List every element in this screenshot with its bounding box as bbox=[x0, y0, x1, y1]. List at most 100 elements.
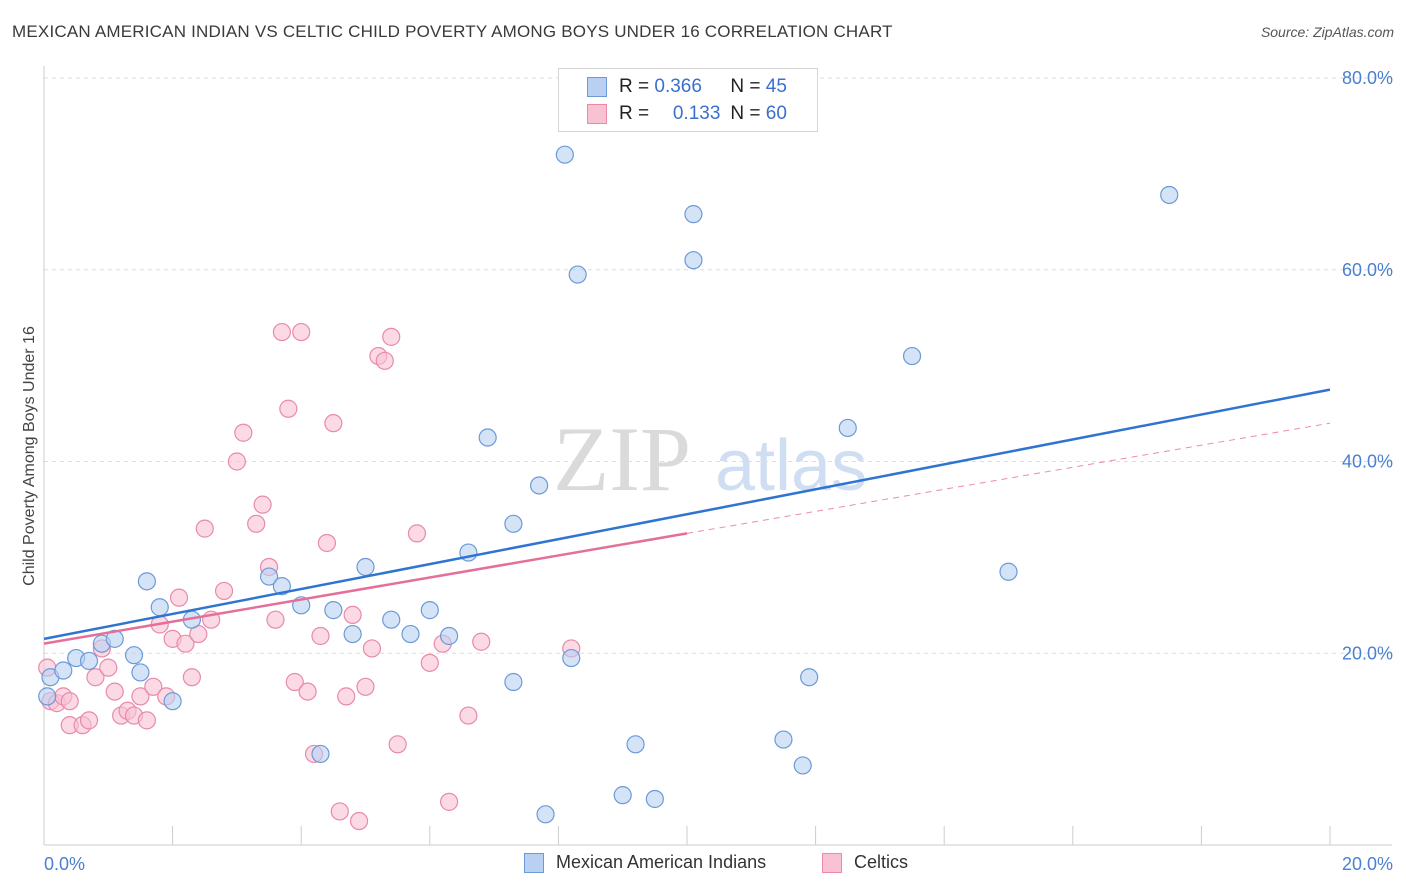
celtics-point bbox=[298, 682, 317, 701]
mexican-american-indians-point bbox=[163, 692, 182, 711]
celtics-point bbox=[60, 692, 79, 711]
legend-r-value: 0.366 bbox=[654, 76, 702, 97]
mexican-american-indians-point bbox=[356, 557, 375, 577]
celtics-point bbox=[472, 632, 491, 651]
trendlines bbox=[43, 388, 1331, 645]
celtics-point bbox=[176, 634, 195, 653]
mexican-american-indians-point bbox=[562, 648, 581, 668]
celtics-point bbox=[253, 495, 272, 514]
legend-row-celtics: R = 0.133 N = 60 bbox=[587, 101, 787, 127]
celtics-point bbox=[362, 639, 382, 658]
mexican-american-indians-point bbox=[38, 687, 57, 706]
y-tick-label: 60.0% bbox=[1342, 260, 1393, 280]
mexican-american-indians-point bbox=[504, 672, 523, 692]
mexican-american-indians-point bbox=[478, 428, 497, 447]
trendline-celtics-extrapolated bbox=[686, 422, 1331, 534]
legend-swatch-blue bbox=[587, 77, 607, 97]
trendline-celtics bbox=[43, 532, 688, 645]
mexican-american-indians-point bbox=[259, 567, 279, 586]
mexican-american-indians-point bbox=[79, 651, 99, 671]
y-tick-label: 80.0% bbox=[1342, 68, 1393, 88]
legend-n-value: 45 bbox=[765, 76, 787, 97]
chart-title: MEXICAN AMERICAN INDIAN VS CELTIC CHILD … bbox=[12, 22, 893, 41]
mexican-american-indians-point bbox=[124, 646, 144, 665]
celtics-point bbox=[439, 792, 459, 811]
y-axis-label: Child Poverty Among Boys Under 16 bbox=[21, 326, 38, 586]
mexican-american-indians-point bbox=[324, 601, 343, 620]
trendline-mexican-american-indians bbox=[43, 388, 1331, 641]
watermark: ZIP atlas bbox=[553, 408, 867, 510]
celtics-point bbox=[131, 687, 150, 706]
x-tick-label: 20.0% bbox=[1342, 854, 1393, 874]
mexican-american-indians-point bbox=[613, 786, 632, 805]
mexican-american-indians-point bbox=[131, 663, 150, 682]
bottom-legend-item-mexican-american-indians: Mexican American Indians bbox=[524, 852, 766, 873]
legend-n-value: 60 bbox=[765, 103, 787, 124]
mexican-american-indians-point bbox=[684, 205, 703, 224]
legend-swatch-pink bbox=[587, 104, 607, 124]
bottom-legend-label: Celtics bbox=[854, 852, 909, 872]
bottom-legend-swatch-pink bbox=[822, 852, 842, 873]
celtics-point bbox=[234, 423, 253, 442]
celtics-point bbox=[227, 452, 246, 471]
mexican-american-indians-point bbox=[800, 668, 819, 687]
legend-n-label: N = bbox=[730, 103, 761, 124]
celtics-point bbox=[247, 514, 266, 533]
source-label: Source: ZipAtlas.com bbox=[1260, 24, 1394, 40]
celtics-point bbox=[86, 668, 105, 687]
mexican-american-indians-point bbox=[420, 601, 439, 620]
y-tick-label: 40.0% bbox=[1342, 452, 1393, 472]
mexican-american-indians-point bbox=[626, 735, 645, 754]
celtics-point bbox=[272, 322, 292, 342]
celtics-point bbox=[79, 711, 99, 730]
celtics-point bbox=[311, 626, 330, 646]
series-celtics bbox=[38, 322, 581, 831]
celtics-point bbox=[420, 653, 439, 672]
mexican-american-indians-point bbox=[568, 265, 587, 284]
celtics-point bbox=[375, 351, 394, 370]
celtics-point bbox=[99, 658, 118, 677]
celtics-point bbox=[324, 414, 343, 433]
legend: R = 0.366 N = 45 R = 0.133 N = 60 bbox=[558, 68, 818, 132]
mexican-american-indians-point bbox=[150, 598, 169, 617]
gridlines bbox=[44, 77, 1392, 654]
x-tick-label: 0.0% bbox=[44, 854, 85, 874]
mexican-american-indians-point bbox=[1160, 185, 1179, 205]
celtics-point bbox=[388, 735, 407, 754]
celtics-point bbox=[292, 322, 311, 342]
axes bbox=[43, 66, 1392, 846]
mexican-american-indians-point bbox=[439, 626, 459, 646]
y-tick-label: 20.0% bbox=[1342, 643, 1393, 663]
celtics-point bbox=[279, 399, 298, 418]
mexican-american-indians-point bbox=[272, 577, 292, 596]
mexican-american-indians-point bbox=[382, 610, 401, 629]
celtics-point bbox=[105, 682, 124, 701]
mexican-american-indians-point bbox=[774, 730, 793, 749]
mexican-american-indians-point bbox=[137, 572, 156, 591]
bottom-legend-swatch-blue bbox=[524, 852, 544, 873]
mexican-american-indians-point bbox=[401, 624, 420, 644]
celtics-point bbox=[382, 327, 401, 346]
celtics-point bbox=[285, 672, 304, 692]
mexican-american-indians-point bbox=[645, 789, 664, 809]
mexican-american-indians-point bbox=[793, 756, 812, 775]
celtics-point bbox=[459, 706, 478, 725]
mexican-american-indians-point bbox=[684, 251, 703, 270]
mexican-american-indians-point bbox=[555, 145, 574, 164]
tick-labels: 20.0% 40.0% 60.0% 80.0% 0.0% 20.0% bbox=[44, 68, 1393, 874]
celtics-point bbox=[144, 677, 163, 696]
celtics-point bbox=[137, 711, 156, 730]
legend-r-label: R = bbox=[619, 76, 650, 97]
mexican-american-indians-point bbox=[504, 514, 523, 533]
legend-n-label: N = bbox=[730, 76, 761, 97]
celtics-point bbox=[343, 605, 362, 625]
celtics-point bbox=[356, 677, 375, 696]
bottom-legend-item-celtics: Celtics bbox=[822, 852, 908, 873]
celtics-point bbox=[214, 581, 234, 601]
celtics-point bbox=[169, 588, 189, 607]
celtics-point bbox=[266, 610, 285, 629]
mexican-american-indians-point bbox=[311, 744, 330, 764]
celtics-point bbox=[330, 802, 349, 821]
celtics-point bbox=[349, 811, 369, 831]
